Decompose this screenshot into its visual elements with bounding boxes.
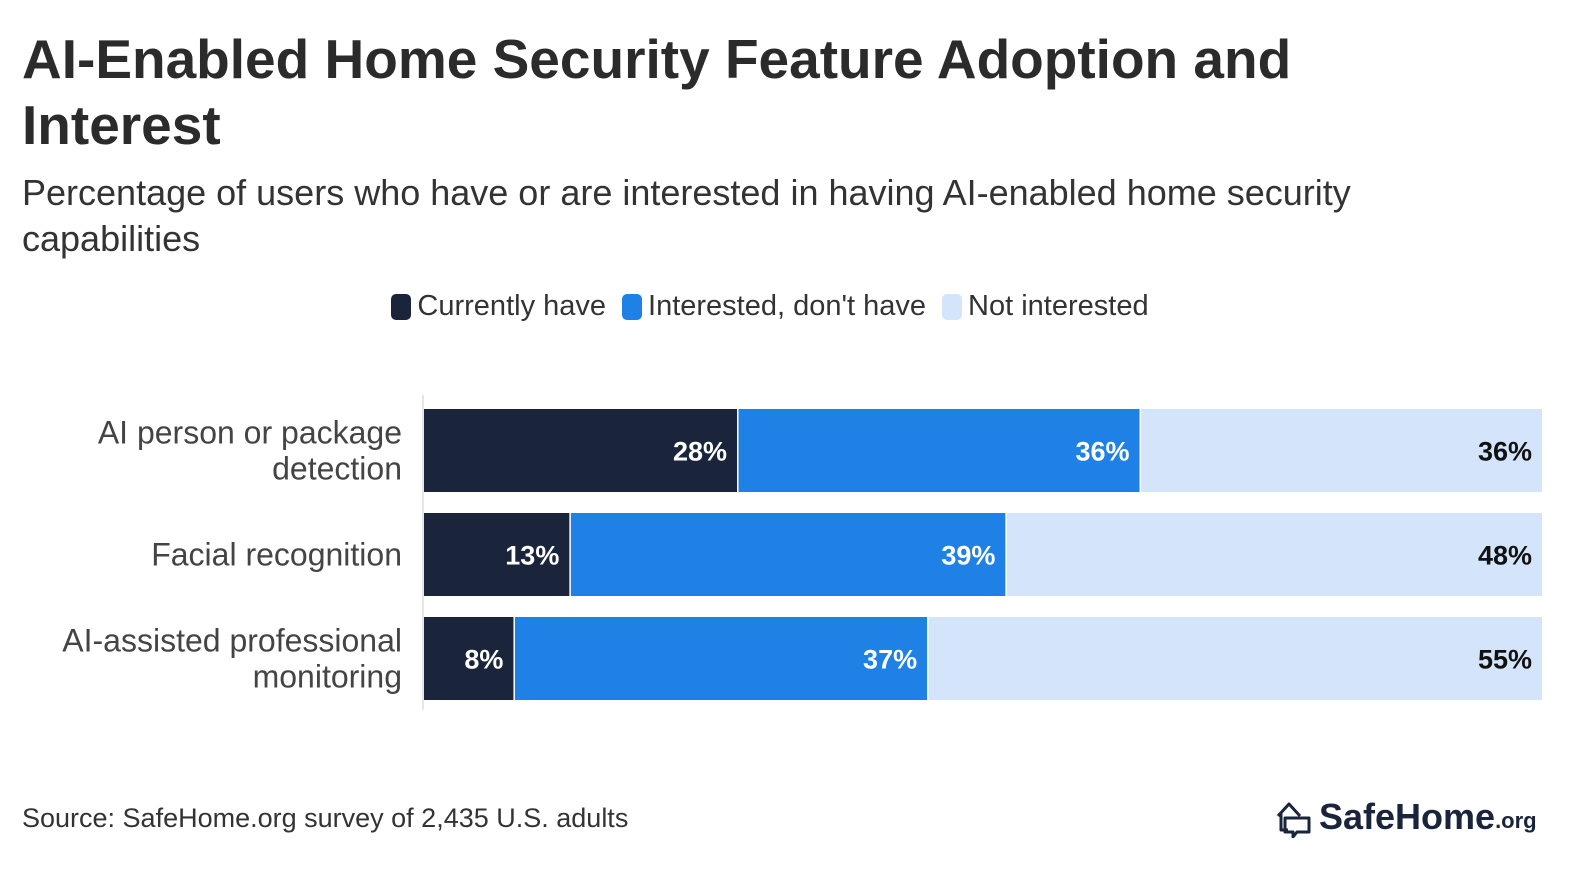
data-label: 37% — [863, 645, 917, 675]
legend-label: Currently have — [417, 290, 607, 322]
bar-segment — [570, 513, 1006, 596]
legend: Currently have Interested, don't have No… — [0, 290, 1540, 323]
legend-label: Not interested — [968, 290, 1149, 322]
bar-segment — [424, 409, 738, 492]
legend-swatch — [942, 293, 963, 320]
category-label: AI person or package detection — [98, 415, 402, 487]
data-label: 13% — [505, 541, 559, 571]
bar-segment — [514, 617, 928, 700]
category-label: AI-assisted professional monitoring — [62, 623, 402, 695]
data-label: 48% — [1478, 541, 1532, 571]
data-label: 8% — [464, 645, 503, 675]
legend-item-not-interested: Not interested — [942, 290, 1149, 323]
legend-label: Interested, don't have — [648, 290, 927, 322]
bar-segment — [738, 409, 1140, 492]
chart-title: AI-Enabled Home Security Feature Adoptio… — [22, 28, 1292, 156]
source-note: Source: SafeHome.org survey of 2,435 U.S… — [22, 803, 629, 833]
data-label: 28% — [673, 437, 727, 467]
data-label: 39% — [941, 541, 995, 571]
legend-item-currently-have: Currently have — [391, 290, 606, 323]
bar-segment — [1141, 409, 1542, 492]
bar-segment — [424, 617, 514, 700]
data-label: 36% — [1075, 437, 1129, 467]
category-label: Facial recognition — [151, 537, 402, 573]
data-label: 55% — [1478, 645, 1532, 675]
legend-item-interested: Interested, don't have — [622, 290, 926, 323]
house-icon — [1276, 802, 1311, 838]
bar-segment — [424, 513, 570, 596]
bar-segment — [928, 617, 1542, 700]
data-label: 36% — [1478, 437, 1532, 467]
chart-subtitle: Percentage of users who have or are inte… — [22, 172, 1351, 259]
logo-name: SafeHome — [1319, 796, 1496, 837]
safehome-logo: SafeHome .org — [1275, 796, 1537, 838]
legend-swatch — [622, 293, 643, 320]
logo-suffix: .org — [1495, 808, 1537, 833]
bar-segment — [1006, 513, 1542, 596]
legend-swatch — [391, 293, 412, 320]
